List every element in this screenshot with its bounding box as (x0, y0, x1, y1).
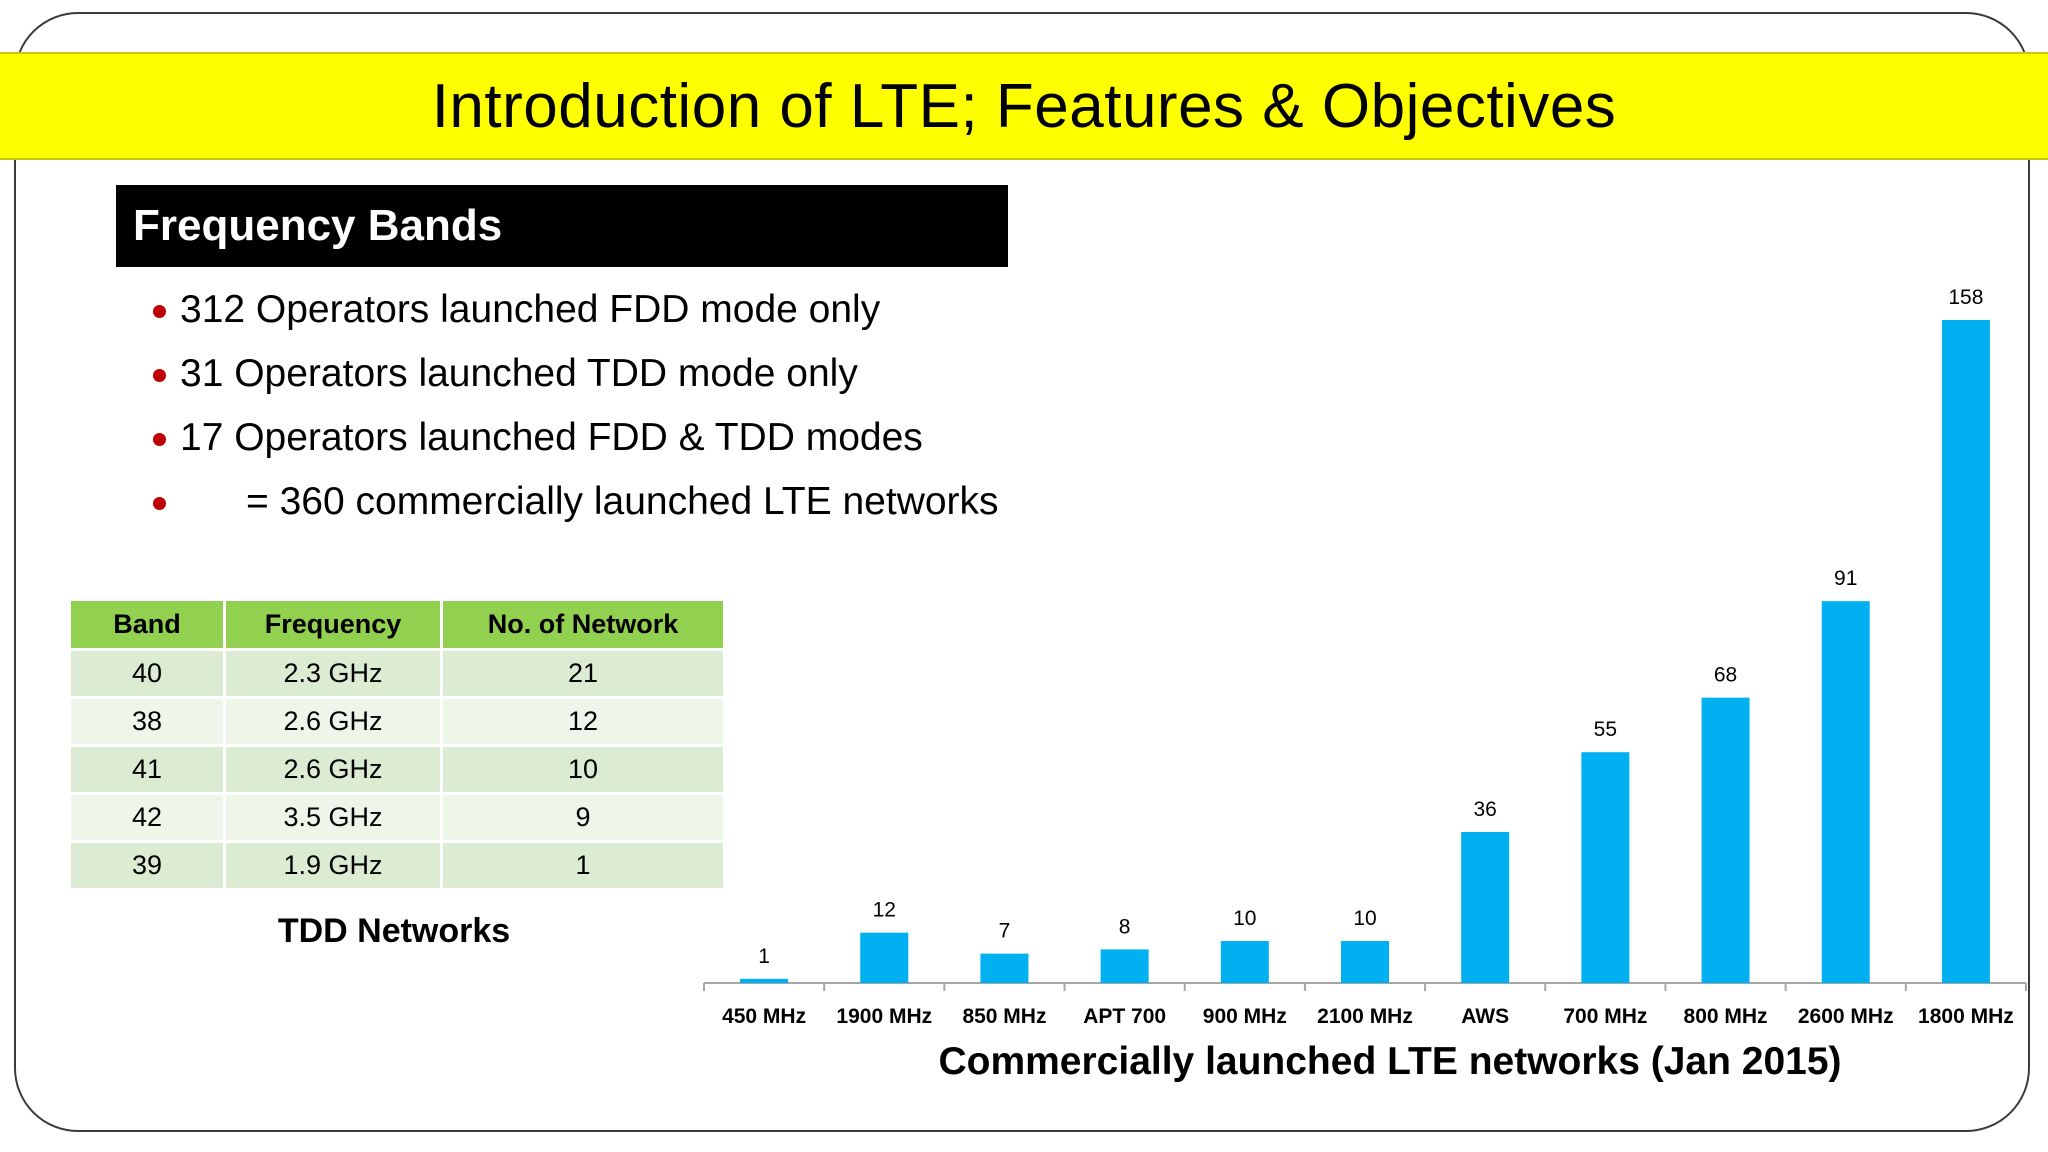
bar (1581, 752, 1630, 983)
column-header-frequency: Frequency (223, 598, 443, 651)
table-row: 42 3.5 GHz 9 (68, 792, 726, 843)
chart-title: Commercially launched LTE networks (Jan … (938, 1040, 1842, 1083)
x-tick-label: 800 MHz (1684, 1005, 1768, 1028)
slide-title: Introduction of LTE; Features & Objectiv… (431, 71, 1617, 141)
data-label: 10 (1353, 907, 1376, 930)
bullet-dot-icon (153, 369, 166, 382)
data-label: 8 (1119, 915, 1131, 938)
bar (740, 978, 789, 983)
column-header-networks: No. of Network (440, 598, 726, 651)
data-label: 36 (1474, 798, 1497, 821)
x-tick-label: 450 MHz (722, 1005, 806, 1028)
table-caption: TDD Networks (277, 912, 511, 950)
x-tick-label: 900 MHz (1203, 1005, 1287, 1028)
data-label: 68 (1714, 664, 1737, 687)
bullet-dot-icon (153, 433, 166, 446)
table-cell-frequency: 2.3 GHz (223, 648, 443, 699)
title-band: Introduction of LTE; Features & Objectiv… (0, 52, 2048, 160)
bar (860, 932, 909, 983)
table-cell-band: 40 (68, 648, 226, 699)
x-tick-label: 700 MHz (1563, 1005, 1647, 1028)
bar (1100, 949, 1149, 983)
table-row: 40 2.3 GHz 21 (68, 648, 726, 699)
table-cell-networks: 10 (440, 744, 726, 795)
section-header-text: Frequency Bands (133, 201, 503, 250)
x-tick-label: 1800 MHz (1918, 1005, 2014, 1028)
bar (1821, 601, 1870, 983)
bullet-item: = 360 commercially launched LTE networks (150, 470, 999, 534)
bullet-item: 31 Operators launched TDD mode only (150, 342, 999, 406)
bullet-dot-icon (153, 305, 166, 318)
table-row: 39 1.9 GHz 1 (68, 840, 726, 891)
bullet-text: = 360 commercially launched LTE networks (246, 480, 999, 523)
bullet-text: 17 Operators launched FDD & TDD modes (180, 416, 923, 459)
table-header-row: Band Frequency No. of Network (68, 598, 726, 651)
table-cell-frequency: 1.9 GHz (223, 840, 443, 891)
bar (1941, 320, 1990, 983)
x-tick-label: AWS (1461, 1005, 1509, 1028)
table-cell-networks: 12 (440, 696, 726, 747)
table-cell-networks: 1 (440, 840, 726, 891)
bullet-dot-icon (153, 497, 166, 510)
table-cell-networks: 21 (440, 648, 726, 699)
table-cell-band: 39 (68, 840, 226, 891)
table-cell-band: 42 (68, 792, 226, 843)
data-label: 55 (1594, 718, 1617, 741)
bullet-item: 312 Operators launched FDD mode only (150, 278, 999, 342)
table-cell-band: 41 (68, 744, 226, 795)
table-cell-frequency: 2.6 GHz (223, 744, 443, 795)
bar (1461, 831, 1510, 983)
table-row: 41 2.6 GHz 10 (68, 744, 726, 795)
table-cell-networks: 9 (440, 792, 726, 843)
data-label: 12 (873, 899, 896, 922)
data-label: 10 (1233, 907, 1256, 930)
table-row: 38 2.6 GHz 12 (68, 696, 726, 747)
x-tick-label: 2600 MHz (1798, 1005, 1894, 1028)
data-label: 158 (1948, 286, 1983, 309)
data-label: 91 (1834, 567, 1857, 590)
x-tick-label: 1900 MHz (836, 1005, 932, 1028)
bullet-list: 312 Operators launched FDD mode only 31 … (150, 278, 999, 534)
table-cell-frequency: 3.5 GHz (223, 792, 443, 843)
section-header: Frequency Bands (116, 185, 1008, 267)
data-label: 7 (999, 920, 1011, 943)
x-tick-label: APT 700 (1083, 1005, 1166, 1028)
x-tick-label: 850 MHz (962, 1005, 1046, 1028)
bar (980, 953, 1029, 983)
table-cell-band: 38 (68, 696, 226, 747)
bullet-text: 31 Operators launched TDD mode only (180, 352, 858, 395)
column-header-band: Band (68, 598, 226, 651)
x-tick-label: 2100 MHz (1317, 1005, 1413, 1028)
bullet-item: 17 Operators launched FDD & TDD modes (150, 406, 999, 470)
tdd-networks-table: Band Frequency No. of Network 40 2.3 GHz… (68, 598, 726, 891)
bar (1341, 941, 1389, 983)
bullet-text: 312 Operators launched FDD mode only (180, 288, 881, 331)
bar (1701, 697, 1750, 983)
data-label: 1 (758, 945, 770, 968)
bar (1220, 941, 1269, 983)
table-cell-frequency: 2.6 GHz (223, 696, 443, 747)
